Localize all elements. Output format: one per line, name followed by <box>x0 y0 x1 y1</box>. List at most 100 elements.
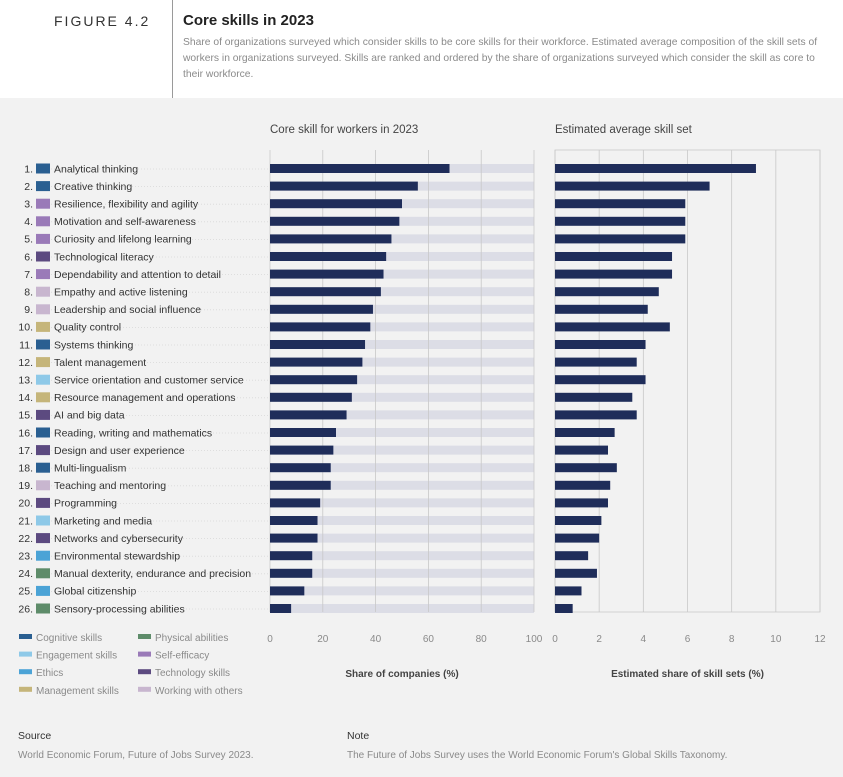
skill-label: Global citizenship <box>54 586 136 598</box>
skill-set-bar <box>555 375 646 385</box>
skill-label: Analytical thinking <box>54 163 138 175</box>
left-axis-label: Share of companies (%) <box>345 669 458 680</box>
core-skill-bar <box>270 234 392 244</box>
bar-track <box>270 234 534 244</box>
core-skill-bar <box>270 516 318 525</box>
core-skill-bar <box>270 199 402 209</box>
skill-rank: 17. <box>18 445 33 457</box>
bar-track <box>270 410 534 420</box>
skill-rank: 14. <box>18 392 33 404</box>
skill-set-bar <box>555 340 646 349</box>
skill-rank: 21. <box>18 515 33 527</box>
skill-rank: 13. <box>18 375 33 387</box>
skill-label: Teaching and mentoring <box>54 480 166 492</box>
skill-set-bar <box>555 357 637 367</box>
x-tick-label: 6 <box>685 634 691 645</box>
right-axis-label: Estimated share of skill sets (%) <box>611 669 764 680</box>
skill-label: Sensory-processing abilities <box>54 603 185 615</box>
skill-rank: 8. <box>24 287 33 299</box>
skill-group-swatch <box>36 480 50 491</box>
skill-label: AI and big data <box>54 410 125 422</box>
skill-label: Design and user experience <box>54 445 185 457</box>
skill-set-bar <box>555 463 617 473</box>
core-skill-bar <box>270 375 358 385</box>
skill-label: Multi-lingualism <box>54 463 127 475</box>
skill-label: Service orientation and customer service <box>54 375 244 387</box>
legend-swatch <box>138 686 151 692</box>
skill-group-swatch <box>36 515 50 526</box>
bar-track <box>270 375 534 385</box>
skill-set-bar <box>555 164 756 173</box>
skill-label: Leadership and social influence <box>54 304 201 316</box>
legend-label: Cognitive skills <box>36 633 102 644</box>
legend-label: Technology skills <box>155 668 230 679</box>
skill-rank: 25. <box>18 586 33 598</box>
bar-track <box>270 392 534 402</box>
x-tick-label: 0 <box>267 634 273 645</box>
skill-label: Empathy and active listening <box>54 287 188 299</box>
skill-set-bar <box>555 410 637 420</box>
core-skill-bar <box>270 480 331 490</box>
x-tick-label: 8 <box>729 634 735 645</box>
x-tick-label: 2 <box>596 634 602 645</box>
core-skill-bar <box>270 164 450 173</box>
bar-track <box>270 463 534 473</box>
core-skill-bar <box>270 392 352 402</box>
chart-subtitle: Share of organizations surveyed which co… <box>183 37 818 80</box>
x-tick-label: 20 <box>317 634 329 645</box>
core-skill-bar <box>270 252 387 261</box>
skill-set-bar <box>555 181 710 191</box>
skill-rank: 7. <box>24 269 33 281</box>
core-skill-bar <box>270 287 381 297</box>
skill-label: Quality control <box>54 322 121 334</box>
core-skill-bar <box>270 357 363 367</box>
skill-label: Curiosity and lifelong learning <box>54 234 192 246</box>
core-skill-bar <box>270 322 371 332</box>
skill-label: Systems thinking <box>54 339 134 351</box>
legend-label: Working with others <box>155 686 243 697</box>
skill-group-swatch <box>36 603 50 614</box>
bar-track <box>270 304 534 314</box>
x-tick-label: 60 <box>423 634 435 645</box>
core-skill-bar <box>270 551 313 561</box>
bar-track <box>270 604 534 613</box>
skill-set-bar <box>555 604 573 613</box>
skill-rank: 2. <box>24 181 33 193</box>
legend-label: Physical abilities <box>155 633 228 644</box>
bar-track <box>270 357 534 367</box>
skill-rank: 5. <box>24 234 33 246</box>
legend-swatch <box>19 686 32 692</box>
figure-header: FIGURE 4.2 Core skills in 2023 Share of … <box>0 0 843 98</box>
skill-group-swatch <box>36 392 50 403</box>
skill-label: Motivation and self-awareness <box>54 216 196 228</box>
core-skill-bar <box>270 304 373 314</box>
core-skill-bar <box>270 568 313 578</box>
skill-rank: 11. <box>19 339 33 351</box>
core-skill-bar <box>270 463 331 473</box>
legend-label: Ethics <box>36 668 63 679</box>
skills-chart: Core skill for workers in 2023 Estimated … <box>18 124 826 697</box>
skill-label: Reading, writing and mathematics <box>54 427 212 439</box>
skill-group-swatch <box>36 216 50 227</box>
skill-group-swatch <box>36 585 50 596</box>
skill-rank: 24. <box>18 568 33 580</box>
skill-set-bar <box>555 322 670 332</box>
skill-rank: 1. <box>24 163 33 175</box>
skill-label: Marketing and media <box>54 515 152 527</box>
legend-swatch <box>138 669 151 675</box>
note-heading: Note <box>347 730 370 742</box>
skill-set-bar <box>555 216 686 226</box>
bar-track <box>270 445 534 455</box>
skill-label: Programming <box>54 498 117 510</box>
core-skill-bar <box>270 604 292 613</box>
bar-track <box>270 568 534 578</box>
bar-track <box>270 269 534 279</box>
legend-label: Self-efficacy <box>155 651 209 662</box>
bar-track <box>270 428 534 437</box>
skill-set-bar <box>555 568 597 578</box>
x-tick-label: 80 <box>476 634 488 645</box>
skill-group-swatch <box>36 568 50 579</box>
skill-group-swatch <box>36 533 50 544</box>
skill-rank: 3. <box>24 199 33 211</box>
skill-set-bar <box>555 480 611 490</box>
